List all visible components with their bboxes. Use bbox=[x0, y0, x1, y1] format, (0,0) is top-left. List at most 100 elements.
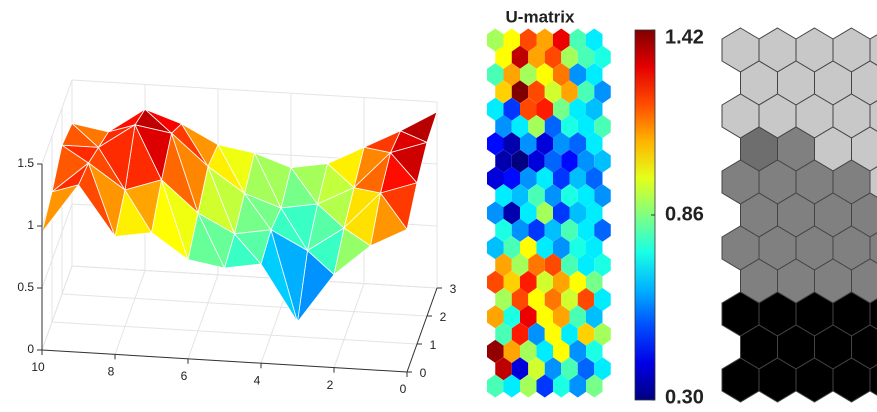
hex-cell bbox=[594, 253, 611, 277]
surface-face bbox=[362, 129, 402, 154]
hex-cell bbox=[577, 149, 595, 173]
hex-cell bbox=[528, 288, 545, 311]
hex-cell bbox=[528, 45, 545, 69]
hex-cell bbox=[495, 253, 512, 277]
grid-line bbox=[51, 321, 418, 345]
surface-face bbox=[70, 122, 110, 149]
hex-cell bbox=[561, 322, 578, 346]
x-tick-label: 10 bbox=[31, 360, 45, 374]
hex-cell bbox=[503, 236, 520, 260]
hex-cell bbox=[520, 132, 537, 156]
hex-cell bbox=[544, 115, 562, 138]
hex-cell bbox=[520, 374, 537, 398]
hex-cell bbox=[586, 305, 603, 329]
surface-face bbox=[253, 152, 292, 210]
surface-face bbox=[181, 123, 219, 168]
colorbar-label: 1.42 bbox=[665, 26, 704, 48]
x-tick-label: 0 bbox=[400, 382, 407, 396]
hex-cell bbox=[487, 132, 504, 156]
hex-cell bbox=[503, 339, 520, 363]
hex-cell bbox=[544, 322, 562, 346]
hex-cell bbox=[536, 339, 553, 363]
hex-cell bbox=[544, 218, 562, 242]
hex-cell bbox=[520, 236, 537, 260]
hex-cell bbox=[569, 270, 586, 294]
hex-cell bbox=[487, 201, 504, 225]
hex-cell bbox=[503, 374, 520, 398]
hex-cell bbox=[511, 184, 529, 208]
hex-cell bbox=[544, 184, 562, 208]
surface-face bbox=[243, 192, 282, 231]
cluster-cell bbox=[869, 232, 877, 264]
hex-cell bbox=[553, 97, 570, 121]
hex-cell bbox=[553, 63, 570, 87]
surface-face bbox=[144, 108, 183, 134]
surface-face bbox=[316, 186, 355, 229]
hex-cell bbox=[553, 201, 570, 225]
cluster-cell bbox=[869, 100, 877, 132]
hex-cell bbox=[495, 357, 512, 381]
hex-cell bbox=[544, 80, 562, 104]
hex-cell bbox=[569, 132, 586, 156]
hex-cell bbox=[528, 115, 545, 138]
hex-cell bbox=[569, 28, 586, 52]
hex-cell bbox=[536, 28, 553, 52]
cluster-cell bbox=[869, 298, 877, 330]
hex-cell bbox=[511, 322, 529, 346]
grid-line bbox=[333, 283, 365, 368]
hex-cell bbox=[528, 218, 545, 242]
grid-line bbox=[71, 265, 438, 289]
hex-cell bbox=[520, 166, 537, 190]
hex-cell bbox=[544, 357, 562, 381]
hex-cell bbox=[520, 201, 537, 225]
hex-cell bbox=[495, 115, 512, 138]
z-tick-label: 1 bbox=[27, 218, 34, 232]
surface-face bbox=[217, 144, 255, 195]
hex-cell bbox=[569, 374, 586, 398]
hex-cell bbox=[561, 218, 578, 242]
hex-cell bbox=[577, 253, 595, 277]
grid-line bbox=[41, 265, 73, 351]
hex-cell bbox=[553, 28, 570, 52]
hex-cell bbox=[594, 357, 611, 381]
hex-cell bbox=[561, 184, 578, 208]
hex-cell bbox=[520, 339, 537, 363]
hex-cell bbox=[511, 253, 529, 277]
x-axis bbox=[41, 349, 408, 373]
surface-face bbox=[170, 131, 209, 215]
hex-cell bbox=[503, 63, 520, 87]
hex-cell bbox=[528, 357, 545, 381]
y-tick-label: 0 bbox=[420, 366, 427, 380]
hex-cell bbox=[503, 305, 520, 329]
hex-cell bbox=[495, 45, 512, 69]
surface-face bbox=[343, 191, 382, 247]
hex-cell bbox=[487, 63, 504, 87]
surface-face bbox=[399, 111, 438, 143]
hex-cell bbox=[528, 322, 545, 346]
hex-cell bbox=[577, 115, 595, 138]
hex-cell bbox=[561, 253, 578, 277]
hex-cell bbox=[536, 374, 553, 398]
hex-cell bbox=[495, 149, 512, 173]
hex-cell bbox=[495, 322, 512, 346]
hex-cell bbox=[569, 339, 586, 363]
grid-line bbox=[41, 79, 73, 165]
surface-face bbox=[280, 203, 319, 252]
hex-cell bbox=[511, 45, 529, 69]
hex-cell bbox=[586, 97, 603, 121]
hex-cell bbox=[586, 63, 603, 87]
hex-cell bbox=[553, 166, 570, 190]
surface-face bbox=[97, 124, 136, 192]
hex-cell bbox=[528, 253, 545, 277]
x-tick-label: 2 bbox=[327, 378, 334, 392]
colorbar-label: 0.30 bbox=[665, 386, 704, 408]
colorbar-label: 0.86 bbox=[665, 203, 704, 225]
surface-face bbox=[290, 163, 329, 205]
surface-face bbox=[233, 229, 272, 265]
hex-cell bbox=[569, 305, 586, 329]
y-axis bbox=[406, 287, 438, 373]
hex-cell bbox=[577, 80, 595, 104]
hex-cell bbox=[511, 288, 529, 311]
hex-cell bbox=[586, 339, 603, 363]
